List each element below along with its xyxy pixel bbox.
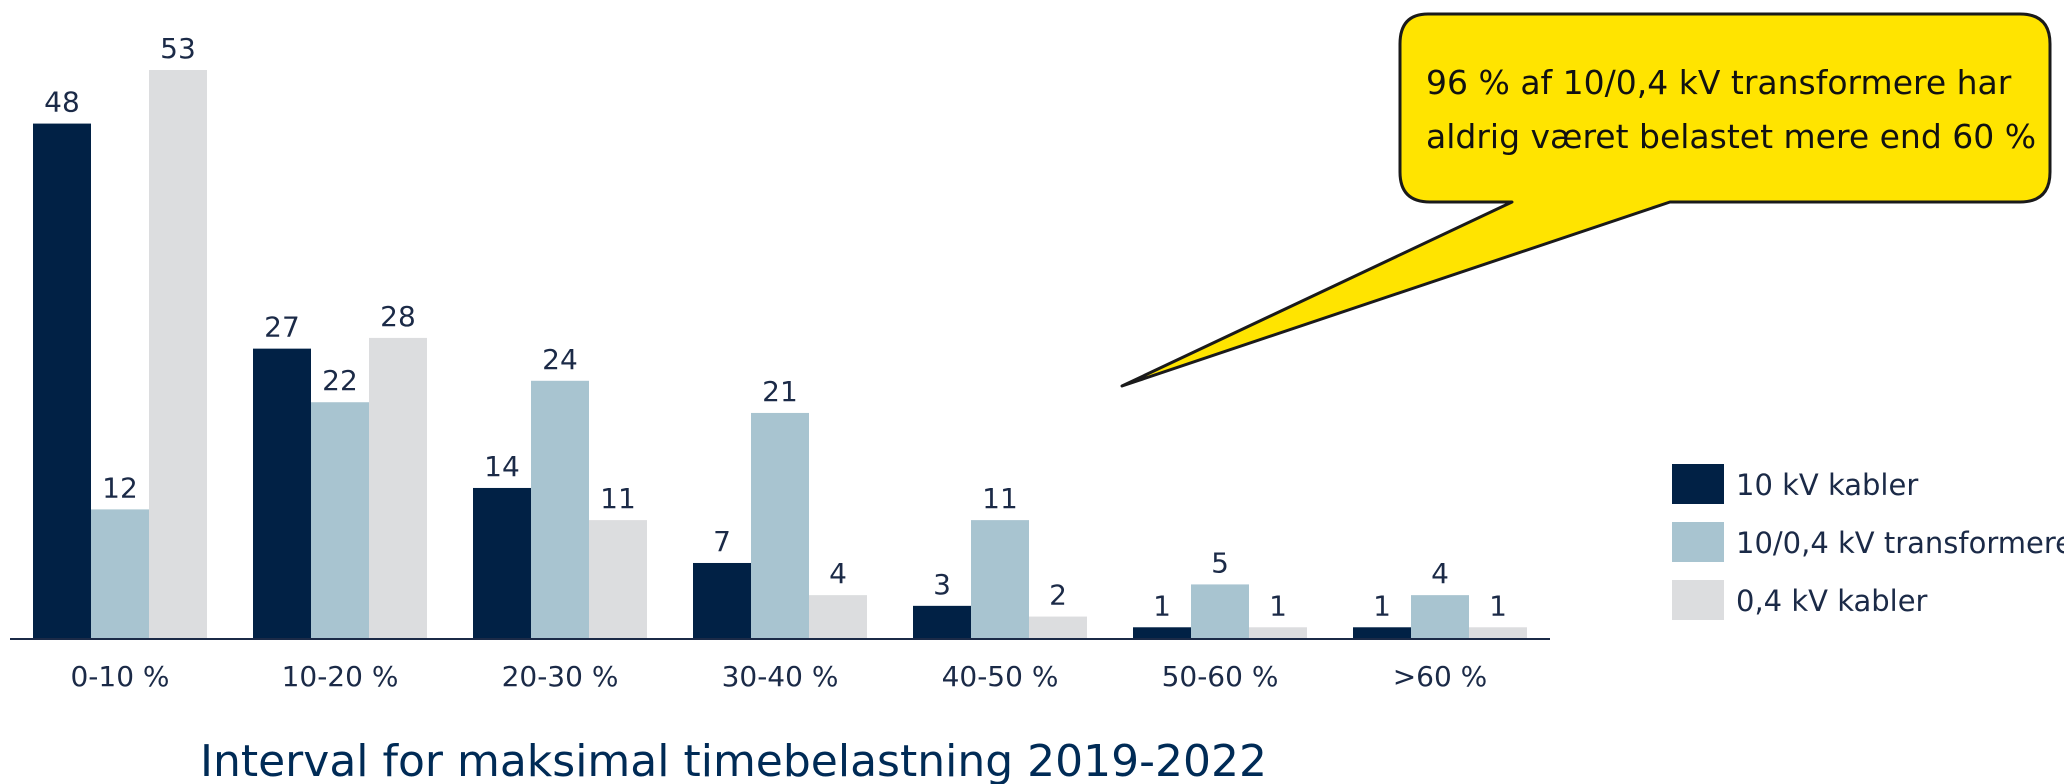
- bar-0-4-kv-kabler-50-60: [1249, 627, 1307, 638]
- bar-0-4-kv-kabler-10-20: [369, 337, 427, 638]
- bar-10-0-4-kv-transformere-30-40: [751, 412, 809, 638]
- value-label-10-kv-kabler-10-20: 27: [264, 311, 300, 344]
- value-label-0-4-kv-kabler-40-50: 2: [1049, 579, 1067, 612]
- value-label-10-kv-kabler-0-10: 48: [44, 86, 80, 119]
- value-label-0-4-kv-kabler-50-60: 1: [1269, 589, 1287, 622]
- bars-group: [33, 70, 1527, 639]
- bar-10-0-4-kv-transformere-10-20: [311, 402, 369, 638]
- value-label-0-4-kv-kabler-30-40: 4: [829, 557, 847, 590]
- bar-0-4-kv-kabler-20-30: [589, 520, 647, 638]
- value-label-10-kv-kabler-60: 1: [1373, 589, 1391, 622]
- value-label-0-4-kv-kabler-60: 1: [1489, 589, 1507, 622]
- value-label-10-kv-kabler-40-50: 3: [933, 568, 951, 601]
- bar-10-kv-kabler-0-10: [33, 123, 91, 639]
- callout-bubble: [1120, 12, 2052, 388]
- legend-label-0-4-kv-kabler: 0,4 kV kabler: [1736, 584, 1928, 618]
- value-label-10-kv-kabler-20-30: 14: [484, 450, 520, 483]
- bar-10-0-4-kv-transformere-60: [1411, 595, 1469, 638]
- legend-swatch-10-0-4-kv-transformere: [1672, 522, 1724, 562]
- bar-10-0-4-kv-transformere-40-50: [971, 520, 1029, 638]
- callout-line-1: 96 % af 10/0,4 kV transformere har: [1426, 63, 2012, 102]
- value-label-0-4-kv-kabler-10-20: 28: [380, 300, 416, 333]
- value-label-10-0-4-kv-transformere-0-10: 12: [102, 471, 138, 504]
- bar-10-kv-kabler-30-40: [693, 562, 751, 638]
- bar-10-0-4-kv-transformere-0-10: [91, 509, 149, 638]
- x-tick-labels-group: 0-10 % 10-20 % 20-30 % 30-40 % 40-50 % 50-60 …: [70, 660, 1487, 693]
- bar-10-0-4-kv-transformere-50-60: [1191, 584, 1249, 638]
- bar-0-4-kv-kabler-0-10: [149, 70, 207, 638]
- x-tick-40-50: 40-50 %: [942, 660, 1059, 693]
- value-label-10-kv-kabler-30-40: 7: [713, 525, 731, 558]
- legend: 10 kV kabler 10/0,4 kV transformere 0,4 kV…: [1672, 464, 2064, 620]
- x-tick-0-10: 0-10 %: [70, 660, 169, 693]
- x-tick-60: >60 %: [1393, 660, 1488, 693]
- bar-10-kv-kabler-50-60: [1133, 627, 1191, 638]
- bar-0-4-kv-kabler-60: [1469, 627, 1527, 638]
- value-label-10-0-4-kv-transformere-30-40: 21: [762, 375, 798, 408]
- value-label-0-4-kv-kabler-20-30: 11: [600, 482, 636, 515]
- value-label-10-0-4-kv-transformere-10-20: 22: [322, 364, 358, 397]
- bar-10-kv-kabler-40-50: [913, 605, 971, 638]
- x-tick-10-20: 10-20 %: [282, 660, 399, 693]
- x-tick-30-40: 30-40 %: [722, 660, 839, 693]
- legend-swatch-0-4-kv-kabler: [1672, 580, 1724, 620]
- value-label-10-0-4-kv-transformere-50-60: 5: [1211, 546, 1229, 579]
- value-label-10-0-4-kv-transformere-60: 4: [1431, 557, 1449, 590]
- legend-label-10-0-4-kv-transformere: 10/0,4 kV transformere: [1736, 526, 2064, 560]
- bar-0-4-kv-kabler-30-40: [809, 595, 867, 638]
- bar-10-kv-kabler-10-20: [253, 348, 311, 638]
- bar-10-kv-kabler-20-30: [473, 487, 531, 638]
- bar-10-kv-kabler-60: [1353, 627, 1411, 638]
- x-axis-title: Interval for maksimal timebelastning 201…: [200, 736, 1267, 784]
- callout-annotation: 96 % af 10/0,4 kV transformere har aldri…: [1120, 12, 2052, 388]
- legend-label-10-kv-kabler: 10 kV kabler: [1736, 468, 1918, 502]
- bar-10-0-4-kv-transformere-20-30: [531, 380, 589, 638]
- callout-line-2: aldrig været belastet mere end 60 %: [1426, 117, 2036, 156]
- value-label-10-0-4-kv-transformere-20-30: 24: [542, 343, 578, 376]
- value-label-10-0-4-kv-transformere-40-50: 11: [982, 482, 1018, 515]
- value-label-10-kv-kabler-50-60: 1: [1153, 589, 1171, 622]
- x-tick-50-60: 50-60 %: [1162, 660, 1279, 693]
- bar-0-4-kv-kabler-40-50: [1029, 616, 1087, 638]
- legend-swatch-10-kv-kabler: [1672, 464, 1724, 504]
- value-label-0-4-kv-kabler-0-10: 53: [160, 32, 196, 65]
- x-tick-20-30: 20-30 %: [502, 660, 619, 693]
